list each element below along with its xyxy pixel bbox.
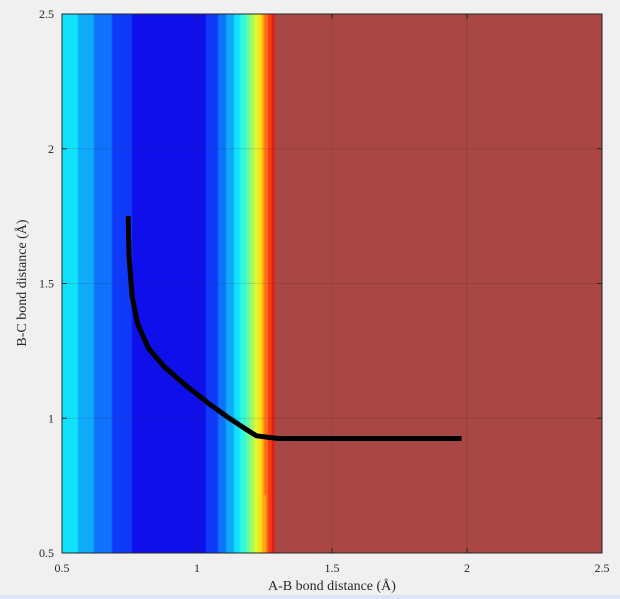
trajectory-line xyxy=(125,216,462,441)
x-axis-label: A-B bond distance (Å) xyxy=(268,578,396,594)
grid-lines xyxy=(62,14,602,553)
y-axis-label: B-C bond distance (Å) xyxy=(14,219,30,346)
y-tick-label: 2.5 xyxy=(39,7,54,21)
x-tick-label: 2 xyxy=(464,561,470,575)
plot-area xyxy=(62,14,602,553)
x-tick-label: 0.5 xyxy=(55,561,70,575)
y-tick-label: 1 xyxy=(48,411,54,425)
x-tick-label: 2.5 xyxy=(595,561,610,575)
y-axis-ticks: 0.5 1 1.5 2 2.5 xyxy=(39,7,602,560)
x-tick-label: 1 xyxy=(194,561,200,575)
x-tick-label: 1.5 xyxy=(325,561,340,575)
y-tick-label: 1.5 xyxy=(39,277,54,291)
window-bottom-edge xyxy=(0,595,620,599)
energy-surface xyxy=(62,14,602,553)
y-tick-label: 0.5 xyxy=(39,546,54,560)
x-axis-ticks: 0.5 1 1.5 2 2.5 xyxy=(55,14,610,575)
y-tick-label: 2 xyxy=(48,142,54,156)
